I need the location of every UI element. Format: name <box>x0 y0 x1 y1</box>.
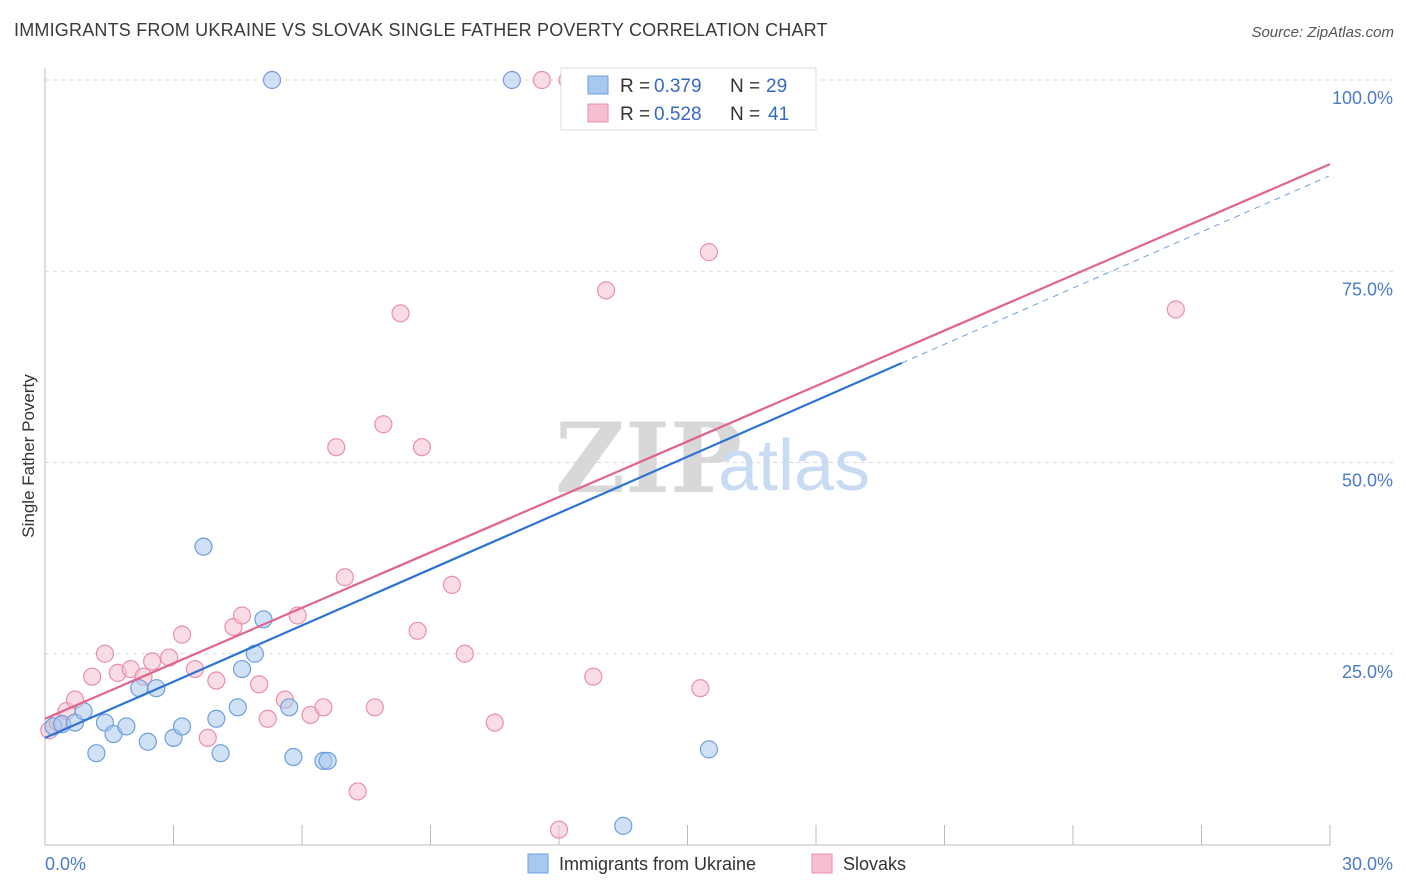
ukraine-point[interactable] <box>502 70 521 90</box>
ukraine-point[interactable] <box>614 816 633 835</box>
ukraine-point[interactable] <box>194 537 213 556</box>
stats-legend-slovak-n-value: 41 <box>768 104 789 125</box>
trend-lines <box>44 163 1331 739</box>
y-tick-label: 25.0% <box>1342 662 1393 682</box>
legend-slovak-label[interactable]: Slovaks <box>843 854 906 874</box>
stats-legend-ukraine-n-value: 29 <box>766 76 787 97</box>
x-tick-label: 0.0% <box>45 854 86 874</box>
ukraine-point[interactable] <box>232 659 252 679</box>
stats-legend-ukraine-n-label: N = <box>730 76 760 97</box>
slovak-point[interactable] <box>250 675 269 694</box>
stats-legend-slovak-swatch <box>587 103 609 123</box>
legend-ukraine-label[interactable]: Immigrants from Ukraine <box>559 854 756 874</box>
slovak-point[interactable] <box>532 70 551 90</box>
slovak-point[interactable] <box>327 438 346 457</box>
slovak-point[interactable] <box>83 667 102 686</box>
slovak-point[interactable] <box>412 438 432 457</box>
watermark: ZIP atlas <box>555 402 870 515</box>
slovak-trend-line <box>44 163 1331 720</box>
slovak-point[interactable] <box>207 671 226 690</box>
ukraine-point[interactable] <box>211 744 230 763</box>
watermark-atlas: atlas <box>718 426 870 506</box>
slovak-point[interactable] <box>391 304 410 323</box>
stats-legend-ukraine-r-value: 0.379 <box>654 76 702 97</box>
y-tick-label: 50.0% <box>1342 471 1393 491</box>
x-tick-labels: 0.0% 30.0% <box>45 854 1393 874</box>
slovak-point[interactable] <box>95 644 115 663</box>
y-tick-labels: 25.0% 50.0% 75.0% 100.0% <box>1332 88 1393 682</box>
stats-legend-slovak-r-value: 0.528 <box>654 104 702 125</box>
stats-legend-slovak-r-label: R = <box>620 104 650 125</box>
stats-legend-ukraine-r-label: R = <box>620 76 650 97</box>
grid-lines <box>45 79 1395 655</box>
y-tick-label: 75.0% <box>1342 279 1393 299</box>
slovak-point[interactable] <box>258 709 277 728</box>
slovak-point[interactable] <box>691 679 710 698</box>
ukraine-point[interactable] <box>318 751 337 770</box>
slovak-point[interactable] <box>374 415 393 434</box>
slovak-point[interactable] <box>549 820 569 839</box>
slovak-point[interactable] <box>699 243 719 262</box>
slovak-point[interactable] <box>348 782 367 801</box>
ukraine-point[interactable] <box>138 732 157 751</box>
slovak-point[interactable] <box>442 575 462 595</box>
slovak-point[interactable] <box>232 606 252 625</box>
slovak-point[interactable] <box>485 713 504 732</box>
ukraine-point[interactable] <box>172 717 192 736</box>
slovak-point[interactable] <box>408 621 427 640</box>
source-credit: Source: ZipAtlas.com <box>1251 24 1394 41</box>
slovak-point[interactable] <box>198 728 217 748</box>
slovak-point[interactable] <box>584 667 603 686</box>
slovak-point[interactable] <box>1166 300 1185 319</box>
ukraine-point[interactable] <box>699 740 719 759</box>
y-tick-label: 100.0% <box>1332 88 1393 108</box>
stats-legend-ukraine-swatch <box>587 75 609 95</box>
legend-slovak-swatch[interactable] <box>811 853 833 874</box>
slovak-point[interactable] <box>455 644 474 663</box>
ukraine-point[interactable] <box>117 717 136 736</box>
ukraine-trend-line <box>44 362 903 739</box>
slovak-point[interactable] <box>314 698 333 717</box>
slovak-point[interactable] <box>172 625 192 644</box>
y-axis-title: Single Father Poverty <box>19 374 38 538</box>
ukraine-point[interactable] <box>87 744 106 763</box>
ukraine-point[interactable] <box>228 698 247 717</box>
slovak-point[interactable] <box>597 281 616 300</box>
legend-ukraine-swatch[interactable] <box>527 853 549 874</box>
ukraine-point[interactable] <box>280 698 299 717</box>
slovak-point[interactable] <box>142 652 162 671</box>
bottom-legend: Immigrants from Ukraine Slovaks <box>527 853 906 874</box>
slovak-point[interactable] <box>335 568 354 587</box>
ukraine-point[interactable] <box>262 70 282 90</box>
ukraine-point[interactable] <box>284 747 303 767</box>
stats-legend: R = 0.379 N = 29 R = 0.528 N = 41 <box>560 67 817 131</box>
slovak-point[interactable] <box>365 698 384 717</box>
chart-title: IMMIGRANTS FROM UKRAINE VS SLOVAK SINGLE… <box>14 20 828 40</box>
ukraine-trend-extrapolation <box>901 175 1329 364</box>
ukraine-point[interactable] <box>207 709 226 728</box>
x-axis-ticks <box>44 825 1331 845</box>
x-tick-label: 30.0% <box>1342 854 1393 874</box>
stats-legend-slovak-n-label: N = <box>730 104 760 125</box>
